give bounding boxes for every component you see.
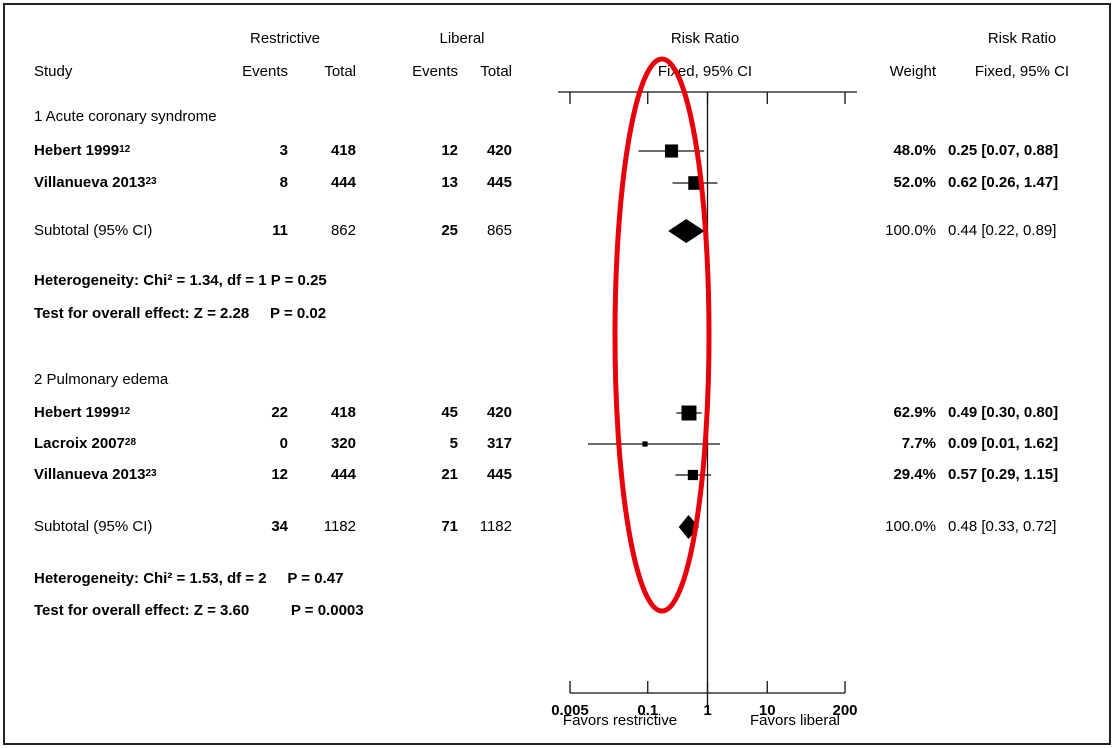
effect-square	[664, 144, 679, 158]
favors-liberal-label: Favors liberal	[749, 712, 841, 729]
subtotal-restrictive-total: 1182	[323, 518, 356, 535]
header-rr-subtitle: Fixed, 95% CI	[974, 63, 1070, 80]
study-name: Hebert 199912	[34, 404, 131, 421]
restrictive-events: 8	[279, 174, 288, 191]
study-weight: 7.7%	[901, 435, 936, 452]
header-plot-title: Risk Ratio	[670, 30, 740, 47]
study-name: Villanueva 201323	[34, 466, 157, 483]
header-rr-title: Risk Ratio	[987, 30, 1057, 47]
study-reference: 12	[119, 406, 131, 417]
study-name: Hebert 199912	[34, 142, 131, 159]
study-name: Villanueva 201323	[34, 174, 157, 191]
header-r-events: Events	[242, 63, 288, 80]
study-risk-ratio: 0.62 [0.26, 1.47]	[948, 174, 1059, 191]
liberal-total: 420	[486, 142, 512, 159]
subtotal-weight: 100.0%	[885, 518, 936, 535]
overall-effect-text: Test for overall effect: Z = 2.28 P = 0.…	[34, 305, 327, 322]
tick-label: 0.005	[551, 702, 589, 719]
tick-label: 200	[832, 702, 857, 719]
study-weight: 48.0%	[893, 142, 936, 159]
study-weight: 29.4%	[893, 466, 936, 483]
liberal-events: 12	[441, 142, 458, 159]
favors-restrictive-label: Favors restrictive	[562, 712, 678, 729]
effect-square	[681, 405, 697, 421]
tick-label: 0.1	[637, 702, 658, 719]
restrictive-events: 22	[271, 404, 288, 421]
liberal-events: 5	[449, 435, 458, 452]
group-title: 1 Acute coronary syndrome	[34, 108, 217, 125]
restrictive-total: 444	[330, 174, 356, 191]
subtotal-liberal-events: 25	[441, 222, 458, 239]
header-group-liberal: Liberal	[439, 30, 485, 47]
study-reference: 23	[145, 176, 157, 187]
liberal-total: 420	[486, 404, 512, 421]
subtotal-liberal-total: 1182	[479, 518, 512, 535]
liberal-total: 317	[486, 435, 512, 452]
study-reference: 28	[124, 437, 137, 448]
restrictive-events: 0	[279, 435, 288, 452]
subtotal-label: Subtotal (95% CI)	[34, 222, 153, 239]
header-l-total: Total	[480, 63, 512, 80]
restrictive-events: 3	[279, 142, 288, 159]
subtotal-liberal-events: 71	[441, 518, 458, 535]
subtotal-restrictive-total: 862	[330, 222, 356, 239]
study-name: Lacroix 200728	[34, 435, 137, 452]
tick-label: 10	[759, 702, 776, 719]
subtotal-restrictive-events: 11	[272, 222, 288, 239]
header-study: Study	[34, 63, 73, 80]
pooled-diamond	[678, 515, 699, 539]
overall-effect-text: Test for overall effect: Z = 3.60 P = 0.…	[34, 602, 364, 619]
study-reference: 23	[145, 468, 157, 479]
liberal-events: 21	[441, 466, 458, 483]
liberal-total: 445	[486, 466, 512, 483]
effect-square	[687, 469, 699, 481]
header-group-restrictive: Restrictive	[249, 30, 320, 47]
heterogeneity-text: Heterogeneity: Chi² = 1.34, df = 1 P = 0…	[34, 272, 327, 289]
effect-square	[642, 441, 648, 447]
liberal-events: 13	[441, 174, 458, 191]
study-weight: 52.0%	[893, 174, 936, 191]
tick-label: 1	[703, 702, 711, 719]
study-reference: 12	[119, 144, 131, 155]
subtotal-label: Subtotal (95% CI)	[34, 518, 153, 535]
restrictive-total: 418	[330, 142, 356, 159]
group-title: 2 Pulmonary edema	[34, 371, 169, 388]
study-risk-ratio: 0.25 [0.07, 0.88]	[948, 142, 1059, 159]
study-weight: 62.9%	[893, 404, 936, 421]
study-risk-ratio: 0.57 [0.29, 1.15]	[948, 466, 1059, 483]
figure-frame	[3, 3, 1111, 745]
subtotal-risk-ratio: 0.44 [0.22, 0.89]	[948, 222, 1057, 239]
study-risk-ratio: 0.09 [0.01, 1.62]	[948, 435, 1059, 452]
liberal-events: 45	[441, 404, 458, 421]
subtotal-restrictive-events: 34	[271, 518, 288, 535]
restrictive-events: 12	[271, 466, 288, 483]
subtotal-liberal-total: 865	[486, 222, 512, 239]
header-plot-subtitle: Fixed, 95% CI	[657, 63, 753, 80]
annotation-ellipse	[612, 56, 712, 614]
header-weight: Weight	[889, 63, 936, 80]
subtotal-weight: 100.0%	[885, 222, 936, 239]
study-risk-ratio: 0.49 [0.30, 0.80]	[948, 404, 1059, 421]
subtotal-risk-ratio: 0.48 [0.33, 0.72]	[948, 518, 1057, 535]
heterogeneity-text: Heterogeneity: Chi² = 1.53, df = 2 P = 0…	[34, 570, 344, 587]
header-r-total: Total	[324, 63, 356, 80]
restrictive-total: 418	[330, 404, 356, 421]
header-l-events: Events	[412, 63, 458, 80]
liberal-total: 445	[486, 174, 512, 191]
pooled-diamond	[668, 219, 705, 243]
restrictive-total: 444	[330, 466, 356, 483]
restrictive-total: 320	[330, 435, 356, 452]
